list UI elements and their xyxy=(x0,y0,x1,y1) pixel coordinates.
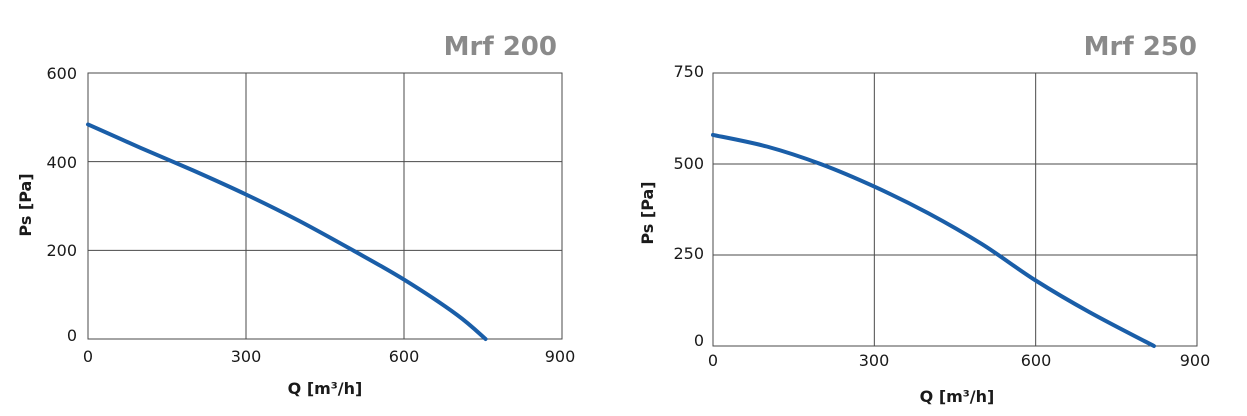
x-tick-label: 300 xyxy=(859,351,890,370)
x-axis-label: Q [m³/h] xyxy=(288,379,363,398)
y-axis-label: Ps [Pa] xyxy=(638,181,657,244)
y-tick-label: 200 xyxy=(46,241,77,260)
x-tick-label: 0 xyxy=(83,347,93,366)
grid xyxy=(88,73,562,339)
x-tick-label: 600 xyxy=(389,347,420,366)
x-tick-label: 600 xyxy=(1021,351,1052,370)
chart-title: Mrf 250 xyxy=(1084,32,1197,62)
y-tick-labels: 750 500 250 0 xyxy=(673,62,704,350)
performance-curve xyxy=(711,132,1156,348)
x-tick-labels: 0 300 600 900 xyxy=(83,347,575,366)
y-axis-label: Ps [Pa] xyxy=(16,173,35,236)
performance-curve xyxy=(86,122,488,341)
chart-title: Mrf 200 xyxy=(444,32,557,62)
plot-frame xyxy=(712,72,1198,347)
chart-mrf-200: Mrf 200 600 400 200 0 0 300 600 900 Q [m… xyxy=(16,32,575,398)
x-tick-labels: 0 300 600 900 xyxy=(708,351,1210,370)
y-tick-label: 0 xyxy=(694,331,704,350)
y-tick-label: 750 xyxy=(673,62,704,81)
y-tick-label: 400 xyxy=(46,153,77,172)
y-tick-label: 0 xyxy=(67,326,77,345)
y-tick-label: 500 xyxy=(673,154,704,173)
x-axis-label: Q [m³/h] xyxy=(920,387,995,406)
x-tick-label: 900 xyxy=(1180,351,1211,370)
plot-frame xyxy=(87,72,563,340)
chart-mrf-250: Mrf 250 750 500 250 0 0 300 600 900 Q [m… xyxy=(638,32,1210,406)
x-tick-label: 300 xyxy=(231,347,262,366)
y-tick-label: 250 xyxy=(673,244,704,263)
grid xyxy=(713,73,1197,346)
x-tick-label: 900 xyxy=(545,347,576,366)
y-tick-label: 600 xyxy=(46,64,77,83)
x-tick-label: 0 xyxy=(708,351,718,370)
y-tick-labels: 600 400 200 0 xyxy=(46,64,77,345)
